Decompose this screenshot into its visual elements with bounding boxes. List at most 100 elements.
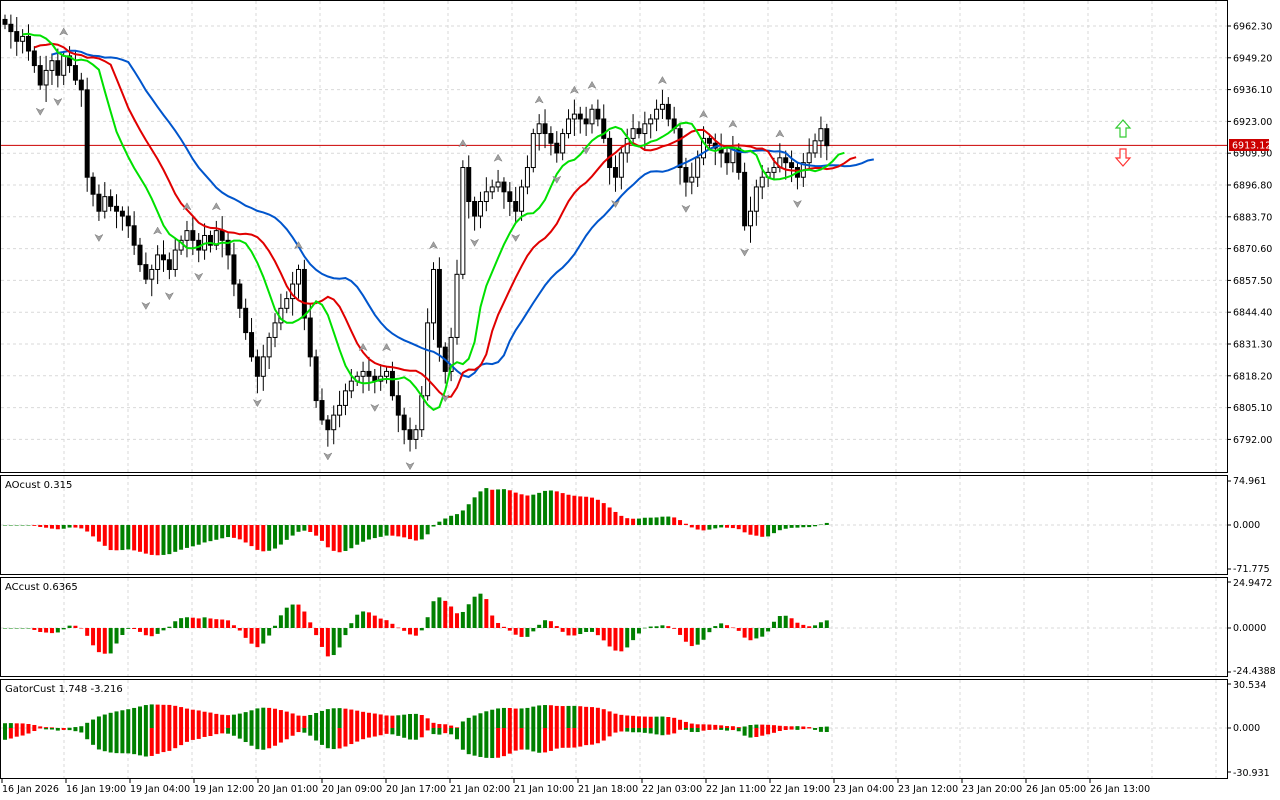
candle-bull: [747, 210, 753, 227]
gator-upper-bar-up: [108, 712, 113, 728]
price-axis-label: 6805.10: [1233, 403, 1272, 414]
fractal-up-icon: [569, 85, 580, 94]
gator-lower-bar-up: [525, 728, 530, 750]
fractal-down-icon: [739, 248, 750, 257]
candle-bear: [84, 89, 90, 178]
gator-axis-zero: 0.000: [1233, 723, 1260, 734]
ao-bar-down: [138, 525, 143, 552]
candle-bull: [489, 186, 495, 193]
ac-bar-up: [55, 628, 60, 633]
gator-upper-bar-up: [231, 714, 236, 728]
candle-bull: [448, 336, 454, 372]
gator-title: GatorCust 1.748 -3.216: [5, 684, 123, 695]
candle-bull: [618, 152, 624, 178]
ao-bar-down: [73, 525, 78, 528]
ac-bar-up: [754, 628, 759, 639]
gator-upper-bar-down: [766, 724, 771, 728]
gator-upper-bar-down: [672, 717, 677, 728]
fractal-down-icon: [370, 403, 380, 412]
fractal-down-icon: [792, 199, 803, 209]
candle-bear: [72, 65, 78, 81]
ao-bar-up: [713, 525, 718, 529]
candle-bear: [548, 133, 554, 144]
candle-bull: [342, 390, 348, 406]
gator-panel[interactable]: GatorCust 1.748 -3.216 30.534 0.000 -30.…: [0, 679, 1270, 780]
ao-bar-up: [296, 525, 301, 532]
gator-upper-bar-down: [701, 724, 706, 728]
ao-bar-up: [366, 525, 371, 540]
gator-upper-bar-down: [226, 715, 231, 728]
gator-lower-bar-down: [783, 728, 788, 730]
fractal-down-icon: [610, 199, 621, 209]
ac-bar-up: [460, 611, 465, 628]
gator-lower-bar-down: [584, 728, 589, 746]
gator-lower-bar-down: [190, 728, 195, 740]
candle-bear: [742, 171, 748, 227]
candle-bull: [266, 336, 272, 358]
gator-lower-bar-up: [44, 728, 49, 730]
gator-lower-bar-down: [501, 728, 506, 757]
ao-bar-down: [237, 525, 242, 540]
gator-upper-bar-down: [507, 708, 512, 728]
candle-bear: [119, 210, 125, 217]
ac-bar-up: [202, 617, 207, 628]
gator-upper-bar-up: [413, 713, 418, 728]
ao-bar-down: [590, 497, 594, 525]
candle-bull: [172, 249, 178, 270]
candle-bull: [337, 404, 343, 416]
time-axis-label: 22 Jan 19:00: [770, 784, 830, 795]
fractal-down-icon: [53, 97, 63, 107]
ac-bar-down: [519, 628, 524, 637]
price-axis-label: 6844.40: [1233, 308, 1272, 319]
ao-bar-up: [267, 525, 272, 551]
ac-bar-down: [237, 628, 242, 631]
ao-bar-down: [44, 525, 49, 528]
gator-upper-bar-down: [384, 715, 389, 728]
time-axis-label: 20 Jan 01:00: [258, 784, 318, 795]
gator-lower-bar-up: [85, 728, 90, 740]
gator-upper-bar-up: [460, 721, 465, 728]
ao-bar-down: [255, 525, 260, 550]
candle-bull: [589, 108, 595, 125]
gator-upper-bar-down: [601, 709, 606, 728]
ao-bar-up: [3, 525, 7, 526]
gator-upper-bar-down: [44, 727, 49, 728]
ac-bar-down: [572, 628, 577, 636]
gator-upper-bar-up: [484, 711, 489, 728]
ac-bar-down: [390, 623, 395, 628]
ao-panel[interactable]: AOcust 0.315 74.961 0.000 -71.775: [0, 475, 1270, 576]
gator-panel-frame: [0, 679, 1228, 779]
gator-upper-bar-up: [73, 727, 78, 728]
ac-axis-bottom: -24.4388: [1233, 666, 1276, 677]
ac-bar-down: [454, 613, 459, 628]
ao-bar-up: [20, 525, 25, 526]
ac-bar-down: [402, 628, 407, 631]
gator-upper-bar-up: [79, 726, 84, 728]
gator-lower-bar-down: [355, 728, 360, 742]
gator-lower-bar-up: [319, 728, 324, 745]
gator-upper-bar-down: [789, 726, 794, 728]
ao-bar-up: [226, 525, 231, 538]
gator-upper-bar-up: [3, 723, 7, 728]
price-panel[interactable]: 6962.30 6949.20 6936.10 6923.00 6909.90 6896.…: [0, 0, 1273, 473]
gator-upper-bar-down: [642, 716, 647, 728]
candle-bear: [612, 167, 618, 178]
ao-bar-up: [126, 525, 131, 550]
gator-lower-bar-down: [425, 728, 430, 731]
fractal-down-icon: [440, 394, 450, 403]
gator-lower-bar-up: [636, 728, 641, 733]
candle-bull: [272, 322, 278, 338]
fractal-up-icon: [182, 202, 192, 211]
time-axis-label: 16 Jan 2026: [2, 784, 59, 795]
ac-bar-down: [372, 615, 377, 628]
ac-panel[interactable]: ACcust 0.6365 24.9472 0.0000 -24.4388: [0, 577, 1276, 678]
ao-bar-down: [554, 491, 559, 525]
ac-bar-up: [14, 628, 19, 629]
ao-bar-up: [548, 490, 553, 525]
ac-bar-down: [736, 628, 741, 631]
fractal-down-icon: [164, 292, 174, 301]
ac-bar-down: [302, 611, 307, 628]
ac-bar-down: [79, 628, 84, 629]
ac-bar-up: [337, 628, 342, 648]
